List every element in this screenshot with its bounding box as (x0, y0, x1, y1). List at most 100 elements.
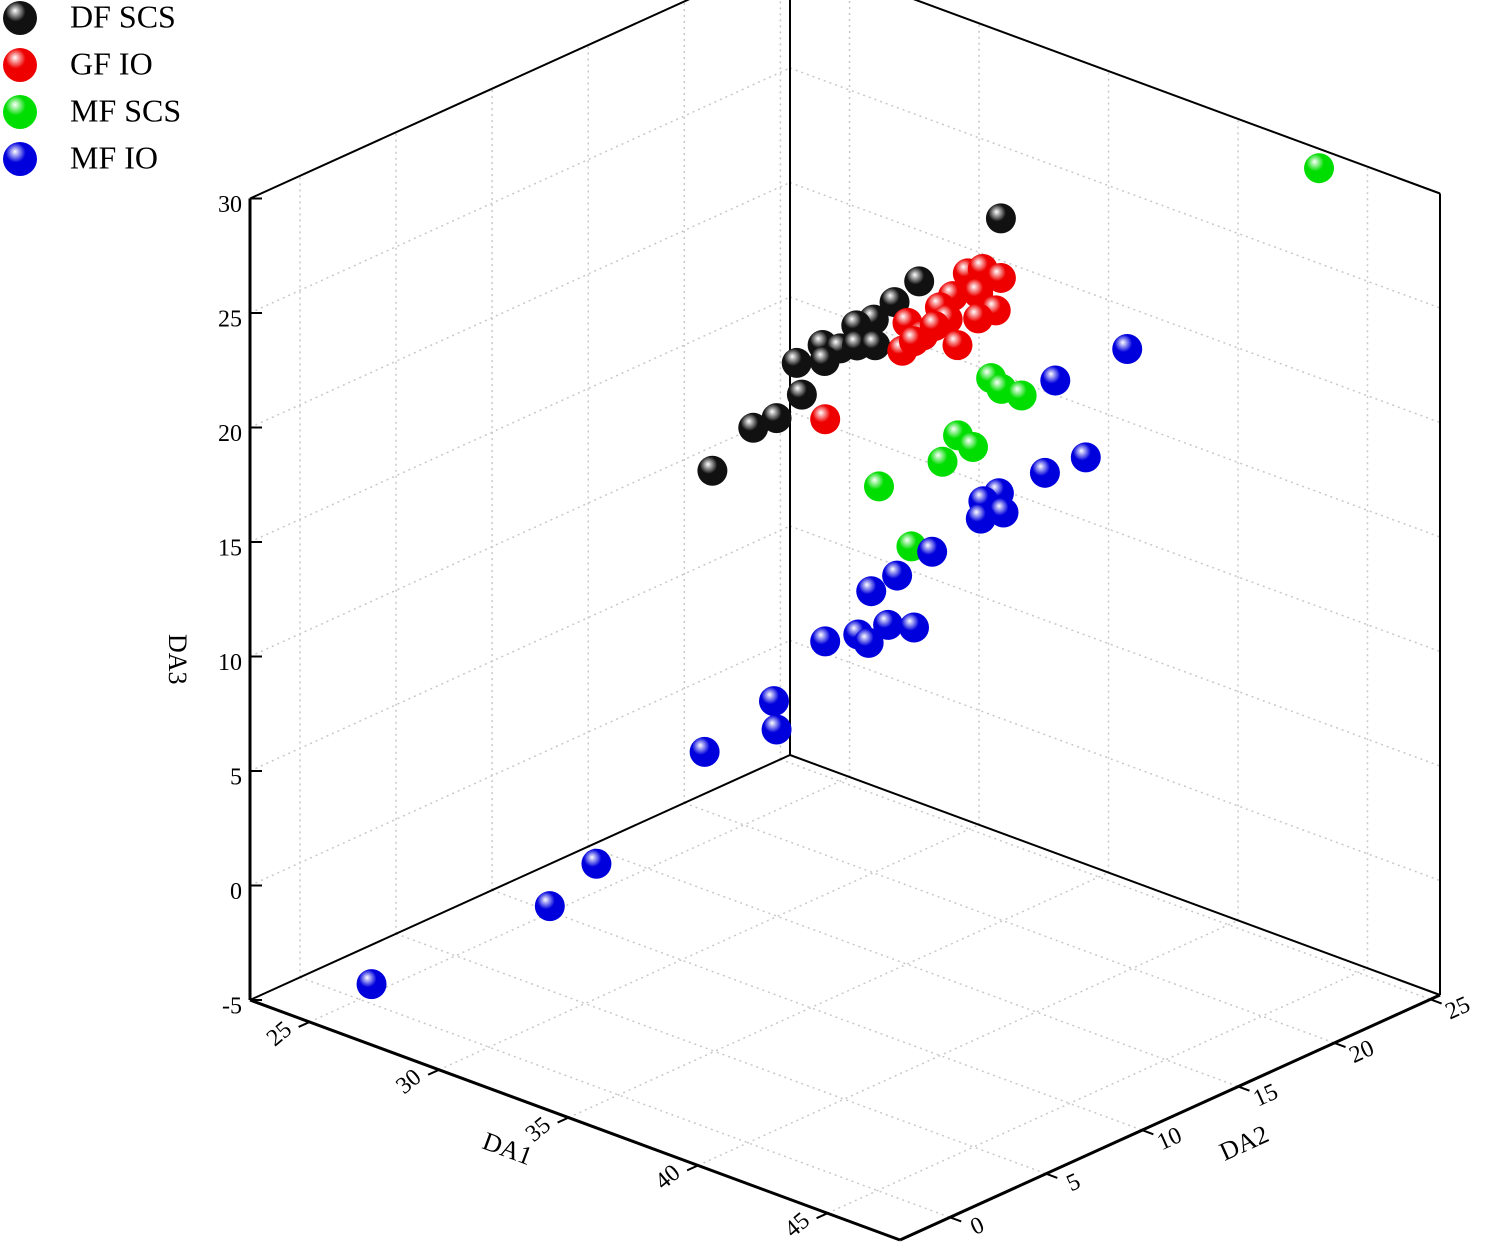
box-edge (913, 0, 1441, 195)
grid-line (299, 976, 951, 1219)
data-point (899, 612, 930, 643)
data-point (689, 736, 720, 767)
data-point (1029, 457, 1060, 488)
grid-line (249, 67, 791, 314)
x-tick (298, 1021, 310, 1028)
data-point (758, 686, 789, 717)
x-tick (557, 1116, 569, 1124)
legend-label: DF SCS (70, 0, 176, 34)
z-tick-label: 20 (218, 421, 242, 447)
data-point (963, 303, 994, 334)
data-point (853, 627, 884, 658)
grid-line (249, 525, 791, 772)
y-tick-label: 5 (1063, 1168, 1085, 1197)
legend-label: MF SCS (70, 92, 181, 128)
y-tick-label: 0 (967, 1212, 989, 1241)
y-axis-title: DA2 (1215, 1119, 1273, 1166)
box-edge (249, 754, 791, 1001)
grid-line (438, 824, 980, 1071)
grid-line (697, 919, 1239, 1167)
data-point (957, 432, 988, 463)
z-tick-label: 0 (230, 879, 242, 905)
z-tick-label: 30 (218, 192, 242, 218)
y-tick-label: 15 (1249, 1079, 1282, 1113)
data-point (786, 379, 817, 410)
grid-line (780, 758, 1431, 1001)
x-tick (427, 1068, 440, 1076)
y-tick (949, 1216, 962, 1223)
x-tick-label: 45 (780, 1208, 815, 1243)
grid-line (827, 967, 1368, 1214)
grid-line (309, 776, 850, 1023)
legend-marker (3, 1, 37, 35)
data-point (761, 403, 792, 434)
data-point (738, 412, 769, 443)
grid-line (789, 67, 1441, 309)
data-point (882, 560, 913, 591)
data-point (697, 455, 728, 486)
data-point (1040, 365, 1071, 396)
x-tick-label: 40 (650, 1160, 685, 1195)
data-point (781, 347, 812, 378)
grid-line (789, 525, 1441, 767)
y-tick (1237, 1085, 1250, 1092)
grid-line (913, 0, 1441, 195)
grid-line (789, 181, 1441, 424)
data-point (1112, 334, 1143, 365)
z-tick-label: 5 (230, 765, 242, 791)
z-tick-label: 25 (218, 307, 242, 333)
grid-line (568, 871, 1109, 1119)
grid-line (491, 889, 1143, 1131)
z-tick-label: 10 (218, 650, 242, 676)
data-point (856, 576, 887, 607)
data-point (942, 330, 973, 361)
z-tick-label: -5 (222, 994, 242, 1020)
data-point (1070, 442, 1101, 473)
data-point (1006, 380, 1037, 411)
box-edge (789, 754, 1441, 996)
grid-line (249, 181, 791, 429)
data-point (965, 503, 996, 534)
y-tick-label: 10 (1153, 1122, 1186, 1156)
data-point (581, 848, 612, 879)
y-tick (1333, 1042, 1346, 1049)
y-tick (1141, 1129, 1154, 1136)
data-point (534, 891, 565, 922)
data-point (761, 714, 792, 745)
data-point (919, 311, 950, 342)
data-point (863, 471, 894, 502)
data-point (904, 266, 935, 297)
grid-line (587, 845, 1239, 1088)
y-tick-label: 20 (1346, 1035, 1379, 1069)
legend-label: GF IO (70, 45, 153, 81)
data-point (985, 203, 1016, 234)
legend-label: MF IO (70, 139, 158, 175)
data-point (988, 497, 1019, 528)
grid-line (789, 410, 1441, 653)
y-tick (1430, 998, 1442, 1005)
grid-line (249, 0, 690, 200)
z-tick-label: 15 (218, 536, 242, 562)
y-tick-label: 25 (1442, 992, 1475, 1026)
data-point (860, 330, 891, 361)
legend-marker (3, 142, 37, 176)
data-point (1304, 153, 1335, 184)
legend-marker (3, 95, 37, 129)
box-edge (249, 0, 690, 200)
data-point (809, 346, 840, 377)
x-axis (249, 998, 901, 1242)
x-tick (686, 1164, 699, 1172)
x-tick-label: 25 (262, 1016, 297, 1051)
data-point (917, 536, 948, 567)
grid-line (249, 296, 791, 543)
grid-line (249, 410, 791, 658)
data-point (985, 262, 1016, 293)
grid-line (395, 933, 1047, 1175)
data-point (927, 446, 958, 477)
y-axis (899, 993, 1441, 1242)
data-point (810, 404, 841, 435)
legend-marker (3, 48, 37, 82)
data-point (899, 326, 930, 357)
